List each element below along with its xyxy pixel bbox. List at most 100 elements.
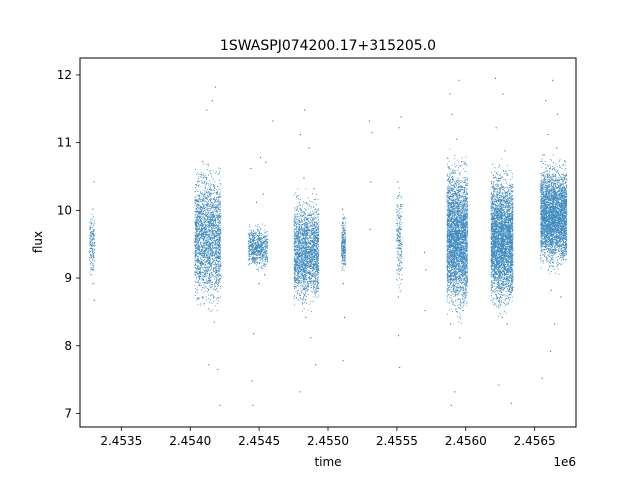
data-point	[250, 167, 252, 169]
data-point	[499, 201, 501, 203]
data-point	[450, 323, 452, 325]
y-tick-label: 11	[57, 136, 72, 150]
data-point	[556, 147, 558, 149]
data-point	[397, 181, 399, 183]
data-point	[342, 218, 344, 220]
x-axis-label: time	[314, 455, 341, 469]
data-point	[210, 295, 212, 297]
y-tick-label: 8	[64, 339, 72, 353]
point-cloud-season-4	[293, 188, 320, 312]
data-point	[557, 255, 559, 257]
data-point	[255, 201, 257, 203]
x-tick-label: 2.4545	[238, 434, 280, 448]
data-point	[264, 274, 266, 276]
data-point	[202, 161, 204, 163]
data-point	[504, 150, 506, 152]
data-point	[208, 364, 210, 366]
data-point	[561, 194, 563, 196]
data-point	[296, 195, 298, 197]
data-point	[260, 157, 262, 159]
x-tick-label: 2.4565	[514, 434, 556, 448]
data-point	[93, 299, 95, 301]
data-point	[545, 100, 547, 102]
y-tick-label: 9	[64, 271, 72, 285]
data-point	[397, 296, 399, 298]
point-cloud-season-7	[446, 148, 468, 324]
data-point	[498, 384, 500, 386]
data-point	[554, 228, 556, 230]
scatter-point-cloud	[89, 148, 568, 324]
data-point	[313, 188, 315, 190]
data-point	[505, 170, 507, 172]
data-point	[423, 251, 425, 253]
data-point	[252, 240, 254, 242]
data-point	[212, 212, 214, 214]
data-point	[451, 113, 453, 115]
data-point	[303, 177, 305, 179]
data-point	[92, 208, 94, 210]
y-axis: 7 8 9 10 11 12	[57, 68, 80, 420]
data-point	[547, 269, 549, 271]
data-point	[461, 161, 463, 163]
data-point	[342, 283, 344, 285]
data-point	[494, 77, 496, 79]
data-point	[93, 229, 95, 231]
data-point	[344, 258, 346, 260]
data-point	[93, 181, 95, 183]
data-point	[304, 109, 306, 111]
data-point	[299, 134, 301, 136]
data-point	[308, 147, 310, 149]
data-point	[456, 138, 458, 140]
data-point	[458, 79, 460, 81]
x-axis: 2.4535 2.4540 2.4545 2.4550 2.4555 2.4560 2.45…	[100, 427, 556, 448]
data-point	[492, 177, 494, 179]
data-point	[89, 263, 91, 265]
data-point	[399, 215, 401, 217]
x-offset-label: 1e6	[553, 455, 576, 469]
data-point	[213, 321, 215, 323]
data-point	[265, 161, 267, 163]
data-point	[299, 391, 301, 393]
data-point	[343, 229, 345, 231]
data-point	[556, 113, 558, 115]
data-point	[501, 283, 503, 285]
data-point	[562, 179, 564, 181]
point-cloud-season-2	[194, 163, 222, 312]
data-point	[550, 350, 552, 352]
data-point	[253, 333, 255, 335]
data-point	[89, 251, 91, 253]
data-point	[197, 199, 199, 201]
data-point	[502, 93, 504, 95]
data-point	[249, 263, 251, 265]
data-point	[549, 167, 551, 169]
data-point	[342, 208, 344, 210]
data-point	[258, 283, 260, 285]
data-point	[91, 269, 93, 271]
data-point	[369, 228, 371, 230]
data-point	[368, 120, 370, 122]
y-axis-label: flux	[31, 231, 45, 253]
data-point	[554, 323, 556, 325]
data-point	[398, 240, 400, 242]
data-point	[564, 161, 566, 163]
chart-title: 1SWASPJ074200.17+315205.0	[220, 38, 436, 54]
data-point	[203, 303, 205, 305]
data-point	[462, 310, 464, 312]
data-point	[396, 269, 398, 271]
data-point	[425, 269, 427, 271]
data-point	[449, 93, 451, 95]
x-tick-label: 2.4555	[376, 434, 418, 448]
x-tick-label: 2.4535	[100, 434, 142, 448]
y-tick-label: 7	[64, 406, 72, 420]
data-point	[219, 404, 221, 406]
data-point	[501, 316, 503, 318]
data-point	[198, 283, 200, 285]
data-point	[209, 188, 211, 190]
data-point	[206, 109, 208, 111]
data-point	[342, 360, 344, 362]
data-point	[91, 222, 93, 224]
data-point	[400, 116, 402, 118]
data-point	[448, 167, 450, 169]
data-point	[252, 404, 254, 406]
